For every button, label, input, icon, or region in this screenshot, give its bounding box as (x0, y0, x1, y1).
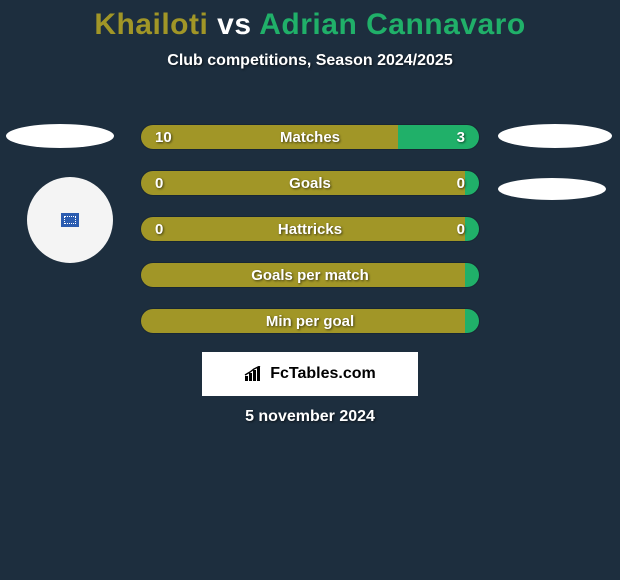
flag-icon (61, 213, 79, 227)
stat-bar-right: 3 (398, 125, 479, 149)
stat-value-right: 0 (457, 175, 465, 192)
stat-bar-left: 0 (141, 217, 465, 241)
stat-bar-right: 0 (465, 217, 479, 241)
stat-value-right: 3 (457, 129, 465, 146)
stat-bar-left: 0 (141, 171, 465, 195)
stat-bar: 00Goals (140, 170, 480, 196)
stat-bar-right (465, 263, 479, 287)
stat-bar: Goals per match (140, 262, 480, 288)
stat-bar-left (141, 263, 465, 287)
stat-value-left: 0 (155, 221, 163, 238)
brand-box: FcTables.com (202, 352, 418, 396)
brand-chart-icon (244, 366, 264, 382)
stat-value-left: 10 (155, 129, 172, 146)
decor-ellipse-1 (6, 124, 114, 148)
stat-value-left: 0 (155, 175, 163, 192)
stats-bars: 103Matches00Goals00HattricksGoals per ma… (140, 124, 480, 354)
vs-label: vs (217, 8, 251, 41)
club-badge (27, 177, 113, 263)
date-label: 5 november 2024 (0, 408, 620, 426)
stat-bar-left: 10 (141, 125, 398, 149)
stat-bar: 103Matches (140, 124, 480, 150)
stat-bar-right (465, 309, 479, 333)
decor-ellipse-2 (498, 124, 612, 148)
decor-ellipse-3 (498, 178, 606, 200)
stat-bar-left (141, 309, 465, 333)
stat-bar: 00Hattricks (140, 216, 480, 242)
player1-name: Khailoti (94, 8, 208, 41)
subtitle: Club competitions, Season 2024/2025 (0, 52, 620, 70)
stat-bar: Min per goal (140, 308, 480, 334)
player2-name: Adrian Cannavaro (259, 8, 525, 41)
page-title: Khailoti vs Adrian Cannavaro (0, 0, 620, 42)
stat-value-right: 0 (457, 221, 465, 238)
stat-bar-right: 0 (465, 171, 479, 195)
brand-text: FcTables.com (270, 365, 376, 383)
